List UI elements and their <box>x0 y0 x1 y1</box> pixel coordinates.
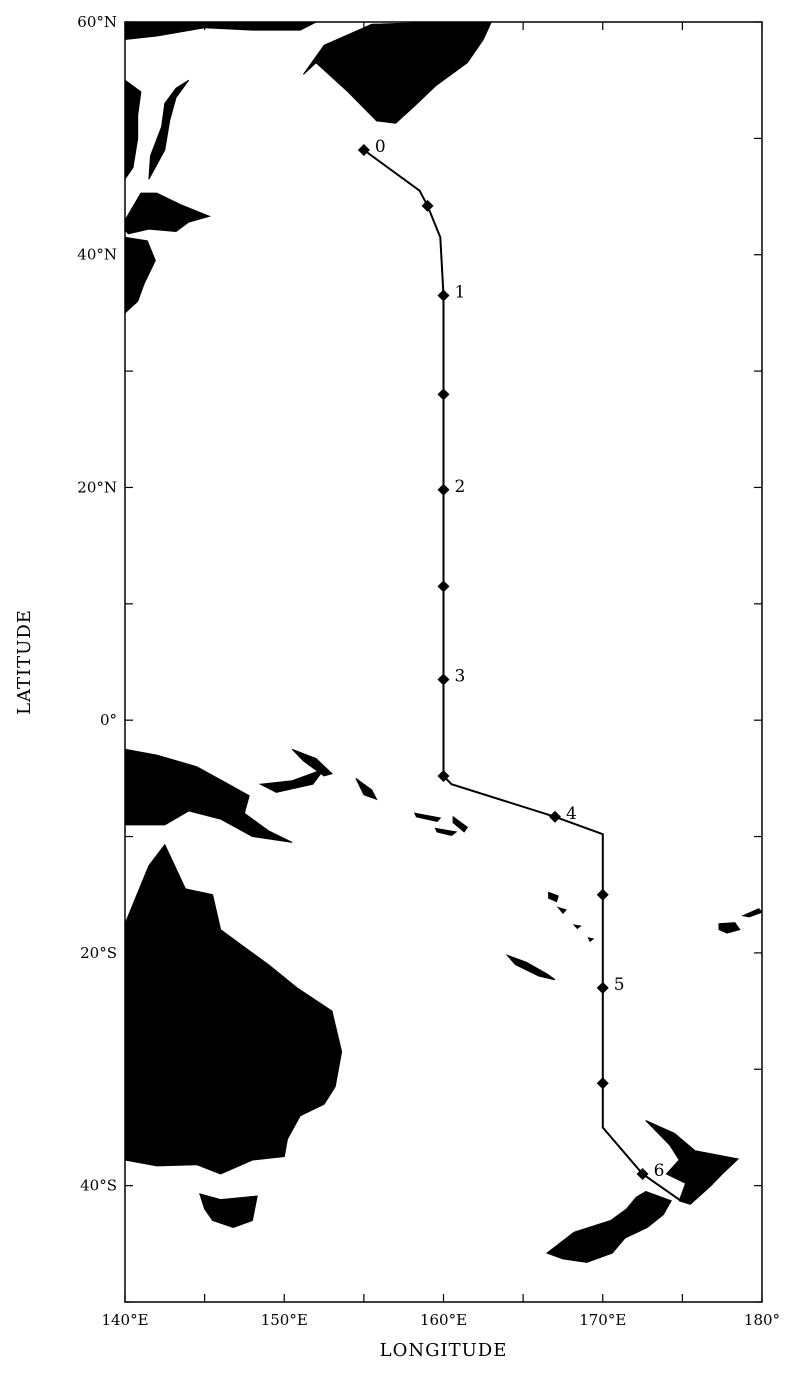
land-vanuatu-espiritu <box>548 891 559 903</box>
land-nz-north-island <box>645 1120 740 1205</box>
land-fiji-vanua-levu <box>741 908 762 918</box>
track-marker-label: 1 <box>455 282 466 302</box>
land-santa-isabel <box>413 812 442 822</box>
land-vanuatu-south <box>587 937 595 943</box>
track-marker-label: 5 <box>614 975 625 995</box>
land-honshu <box>125 236 156 314</box>
land-tasmania <box>199 1193 258 1229</box>
land-bougainville <box>355 777 378 801</box>
track-marker-label: 0 <box>375 137 386 157</box>
y-tick-label: 20°N <box>77 478 117 496</box>
land-manchuria-coast <box>125 79 142 180</box>
land-new-caledonia <box>505 954 556 981</box>
x-tick-label: 160°E <box>420 1311 467 1329</box>
land-vanuatu-efate <box>572 924 582 930</box>
y-axis-title: LATITUDE <box>14 609 35 715</box>
track-marker-label: 2 <box>455 477 466 497</box>
y-tick-label: 20°S <box>80 944 117 962</box>
track-marker <box>636 1168 649 1180</box>
x-tick-label: 180° <box>744 1311 780 1329</box>
track-marker <box>357 144 370 156</box>
track-marker <box>437 770 450 783</box>
land-guadalcanal <box>434 827 458 836</box>
land-sakhalin <box>148 79 190 180</box>
track-marker-label: 3 <box>455 666 466 686</box>
track-marker-label: 6 <box>654 1161 665 1181</box>
tick-layer <box>124 21 763 1303</box>
land-hokkaido <box>125 192 211 235</box>
track-marker <box>596 888 609 901</box>
track-marker <box>437 289 450 302</box>
land-kamchatka <box>302 22 492 124</box>
track-marker <box>437 388 450 401</box>
land-nz-south-island <box>545 1190 672 1263</box>
land-australia <box>125 843 343 1175</box>
x-tick-label: 150°E <box>261 1311 308 1329</box>
land-new-ireland <box>291 748 333 777</box>
track-marker <box>596 1077 609 1090</box>
land-fiji-viti-levu <box>718 922 741 934</box>
x-tick-label: 170°E <box>579 1311 626 1329</box>
track-marker <box>437 580 450 593</box>
track-layer: 0 1 2 3 4 5 6 <box>357 137 680 1201</box>
land-malaita <box>452 815 469 833</box>
track-marker <box>548 810 561 823</box>
track-marker <box>437 673 450 686</box>
y-tick-label: 40°N <box>77 246 117 264</box>
land-new-britain <box>258 768 326 793</box>
y-tick-label: 60°N <box>77 13 117 31</box>
land-vanuatu-malekula <box>556 906 568 915</box>
y-tick-label: 0° <box>100 711 117 729</box>
track-marker-label: 4 <box>566 804 577 824</box>
land-new-guinea <box>125 748 293 843</box>
y-tick-label: 40°S <box>80 1177 117 1195</box>
label-layer: 140°E 150°E 160°E 170°E 180°60°N40°N20°N0°20… <box>77 13 780 1329</box>
track-marker <box>596 981 609 994</box>
cruise-track-line <box>363 149 680 1201</box>
x-axis-title: LONGITUDE <box>380 1340 508 1361</box>
land-layer <box>125 22 762 1263</box>
track-marker <box>437 483 450 496</box>
land-siberia-coast <box>125 22 317 41</box>
x-tick-label: 140°E <box>101 1311 148 1329</box>
track-marker <box>421 199 434 212</box>
